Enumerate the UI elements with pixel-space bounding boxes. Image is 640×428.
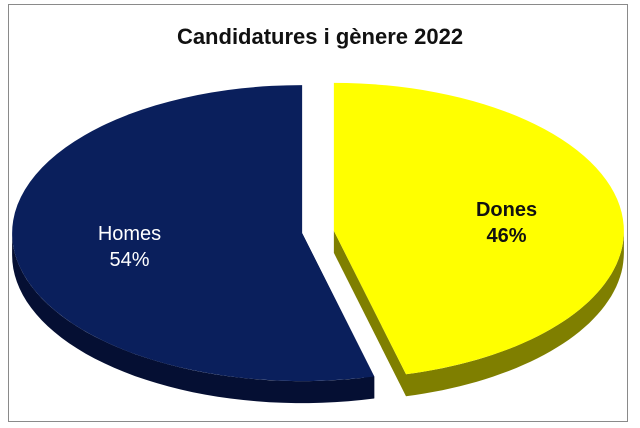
pie-cutface-dones-1	[333, 230, 406, 397]
slice-label-dones: Dones	[476, 199, 537, 221]
slice-value-homes: 54%	[109, 249, 149, 271]
chart-title: Candidatures i gènere 2022	[176, 24, 464, 49]
pie-wall-dones	[406, 230, 624, 397]
pie-wall-homes	[12, 233, 375, 404]
pie-slice-dones	[333, 82, 624, 375]
slice-value-dones: 46%	[486, 225, 526, 247]
slice-label-homes: Homes	[98, 223, 161, 245]
pie-slice-homes	[12, 85, 375, 382]
